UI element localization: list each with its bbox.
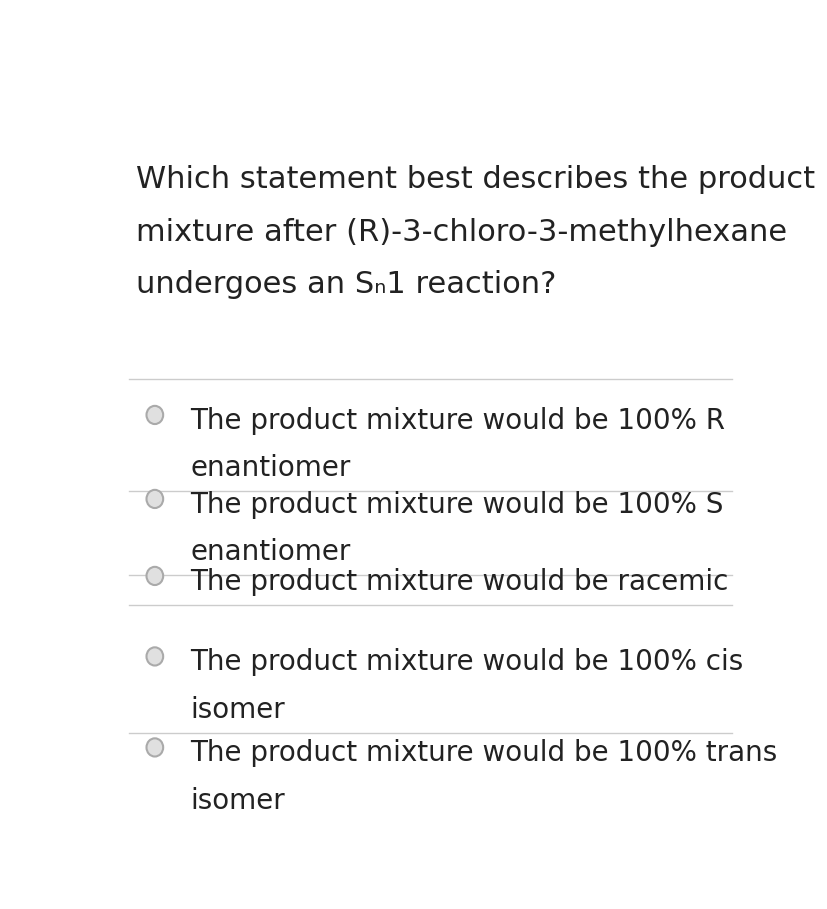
Text: The product mixture would be 100% S: The product mixture would be 100% S [190,491,723,518]
Text: undergoes an Sₙ1 reaction?: undergoes an Sₙ1 reaction? [136,270,555,299]
Text: enantiomer: enantiomer [190,454,350,482]
Text: isomer: isomer [190,695,284,724]
Text: The product mixture would be 100% trans: The product mixture would be 100% trans [190,739,777,767]
Circle shape [146,738,163,756]
Text: Which statement best describes the product: Which statement best describes the produ… [136,165,814,195]
Text: The product mixture would be racemic: The product mixture would be racemic [190,567,728,595]
Text: enantiomer: enantiomer [190,538,350,566]
Text: The product mixture would be 100% cis: The product mixture would be 100% cis [190,648,743,676]
Circle shape [146,647,163,665]
Circle shape [146,405,163,424]
Circle shape [146,567,163,585]
Circle shape [146,490,163,508]
Text: mixture after (R)-3-chloro-3-methylhexane: mixture after (R)-3-chloro-3-methylhexan… [136,217,786,246]
Text: The product mixture would be 100% R: The product mixture would be 100% R [190,406,724,435]
Text: isomer: isomer [190,786,284,814]
